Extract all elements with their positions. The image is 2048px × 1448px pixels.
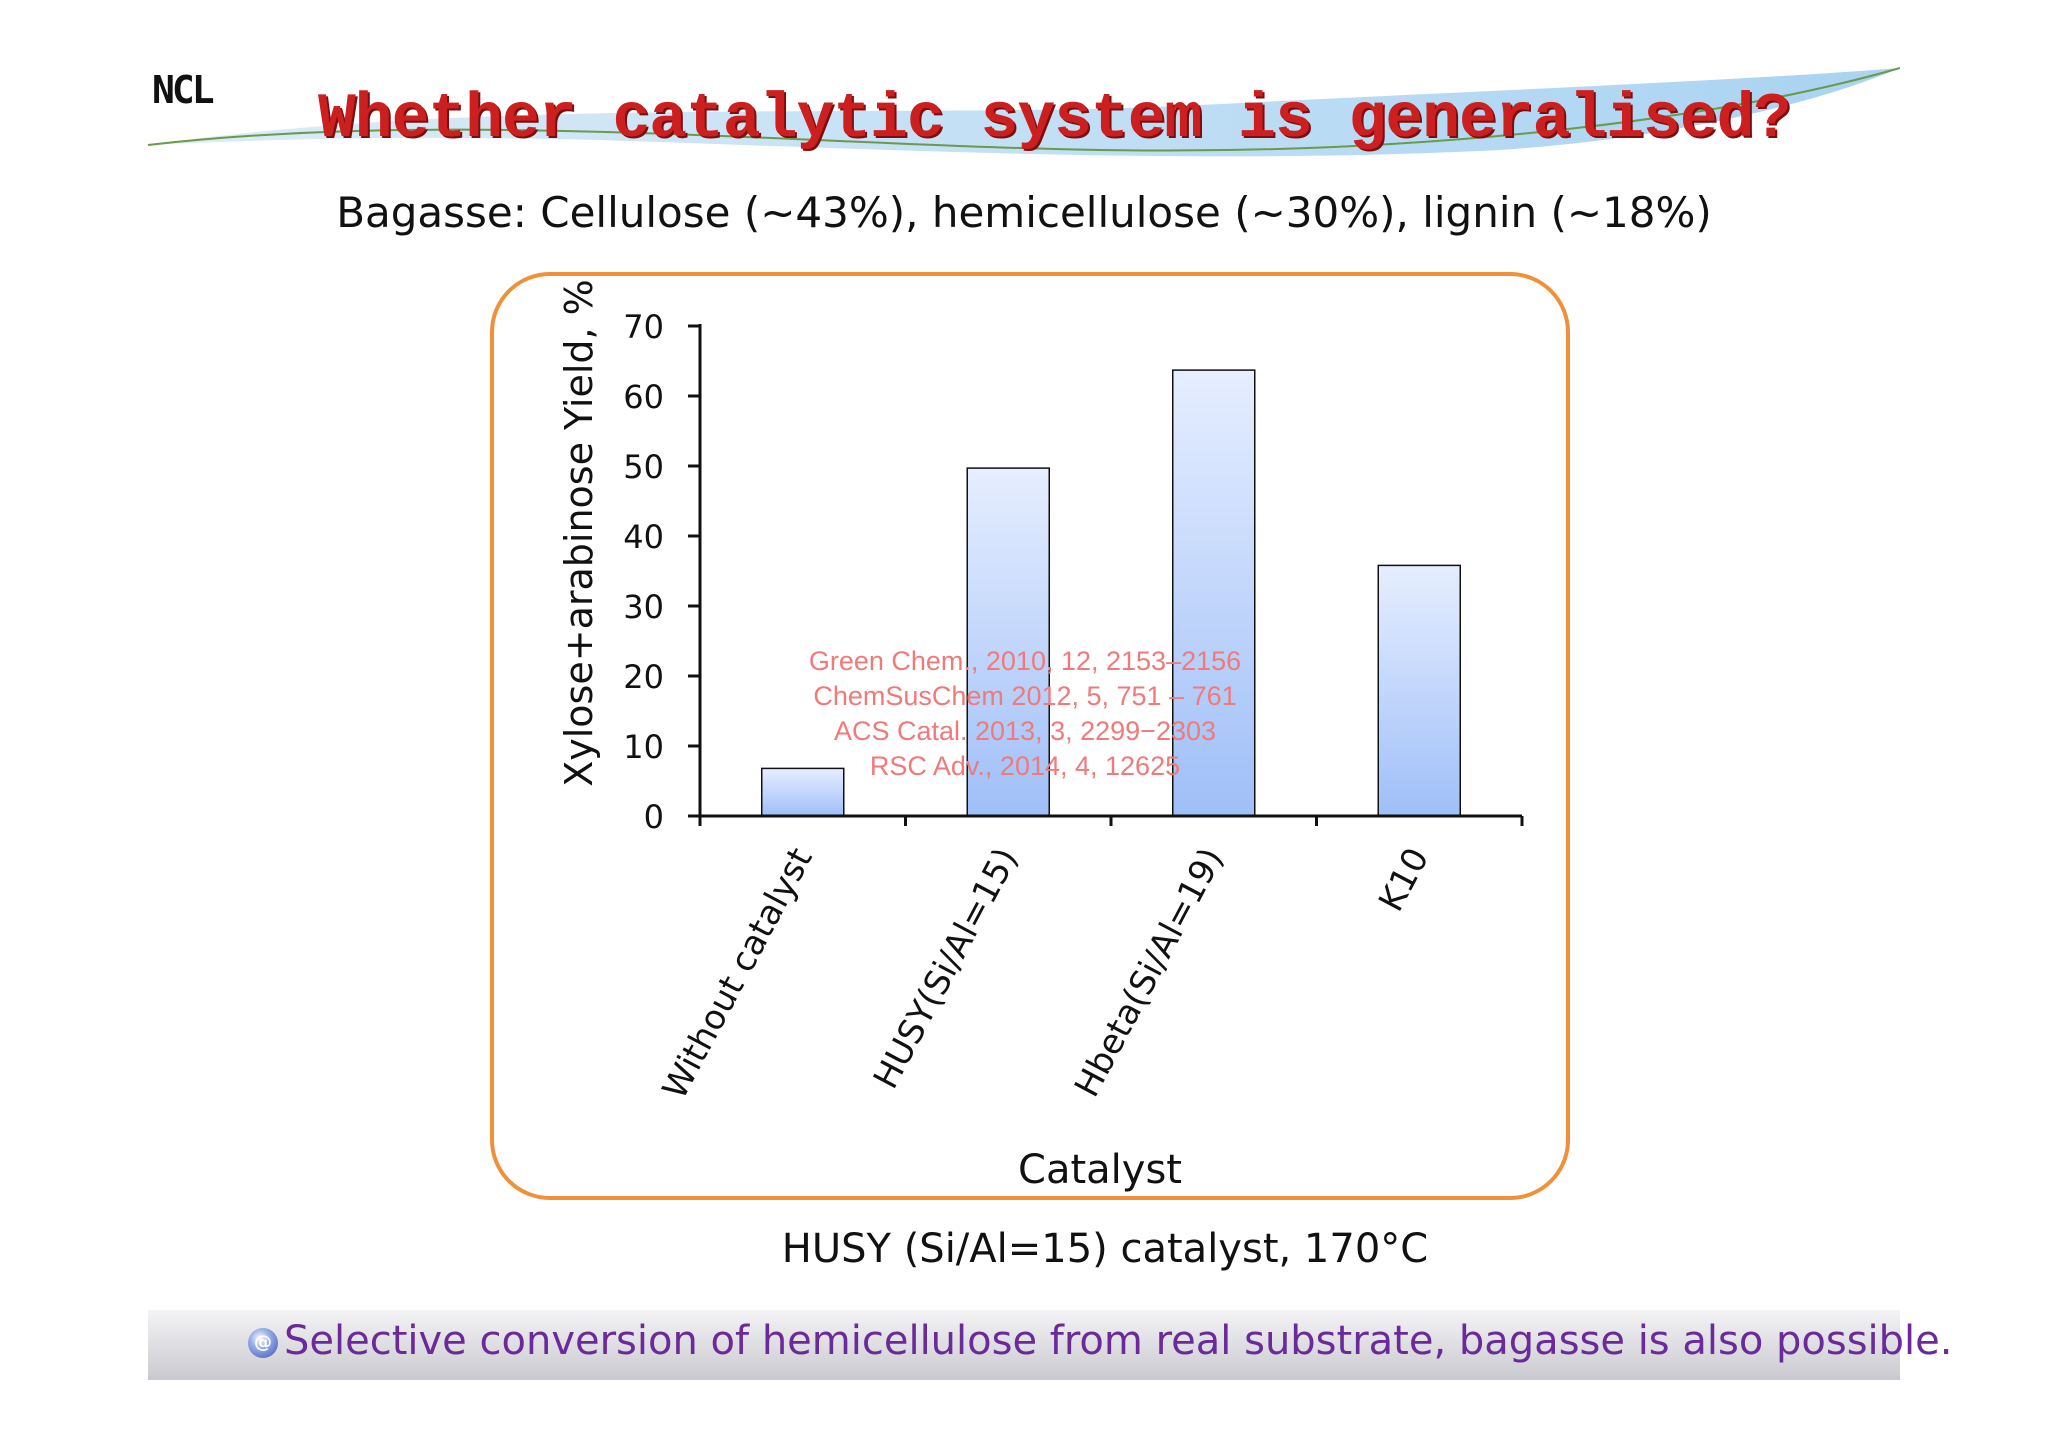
y-tick-label: 70 [623, 308, 664, 346]
ncl-logo: NCL [152, 68, 215, 112]
category-label: Without catalyst [655, 841, 821, 1105]
reaction-conditions: HUSY (Si/Al=15) catalyst, 170°C [781, 1226, 1429, 1272]
y-axis-label: Xylose+arabinose Yield, % [557, 279, 601, 787]
y-tick-label: 30 [623, 588, 664, 626]
reference-line: RSC Adv., 2014, 4, 12625 [870, 751, 1180, 781]
reference-line: Green Chem., 2010, 12, 2153–2156 [809, 646, 1241, 676]
y-tick-label: 20 [623, 658, 664, 696]
y-tick-label: 40 [623, 518, 664, 556]
y-tick-label: 50 [623, 448, 664, 486]
y-tick-label: 60 [623, 378, 664, 416]
chart-frame [490, 272, 1570, 1200]
header-swoosh [147, 67, 1901, 157]
category-label: K10 [1371, 841, 1437, 918]
bar-2 [1172, 369, 1256, 817]
category-label: HUSY(Si/Al=15) [866, 841, 1026, 1095]
y-tick-label: 10 [623, 728, 664, 766]
reference-line: ChemSusChem 2012, 5, 751 – 761 [813, 681, 1236, 711]
slide-title: Whether catalytic system is generalised? [318, 84, 1791, 155]
conclusion-bar [148, 1310, 1900, 1380]
bar-1 [966, 467, 1050, 817]
category-label: Hbeta(Si/Al=19) [1067, 841, 1232, 1103]
bar-0 [761, 767, 845, 817]
x-axis-label: Catalyst [1018, 1147, 1182, 1193]
bar-3 [1377, 564, 1461, 817]
reference-line: ACS Catal. 2013, 3, 2299−2303 [834, 716, 1216, 746]
conclusion-text: Selective conversion of hemicellulose fr… [284, 1318, 1953, 1364]
bullet-globe-icon: @ [248, 1328, 278, 1358]
slide-subtitle: Bagasse: Cellulose (~43%), hemicellulose… [336, 188, 1712, 237]
y-tick-label: 0 [644, 798, 664, 836]
